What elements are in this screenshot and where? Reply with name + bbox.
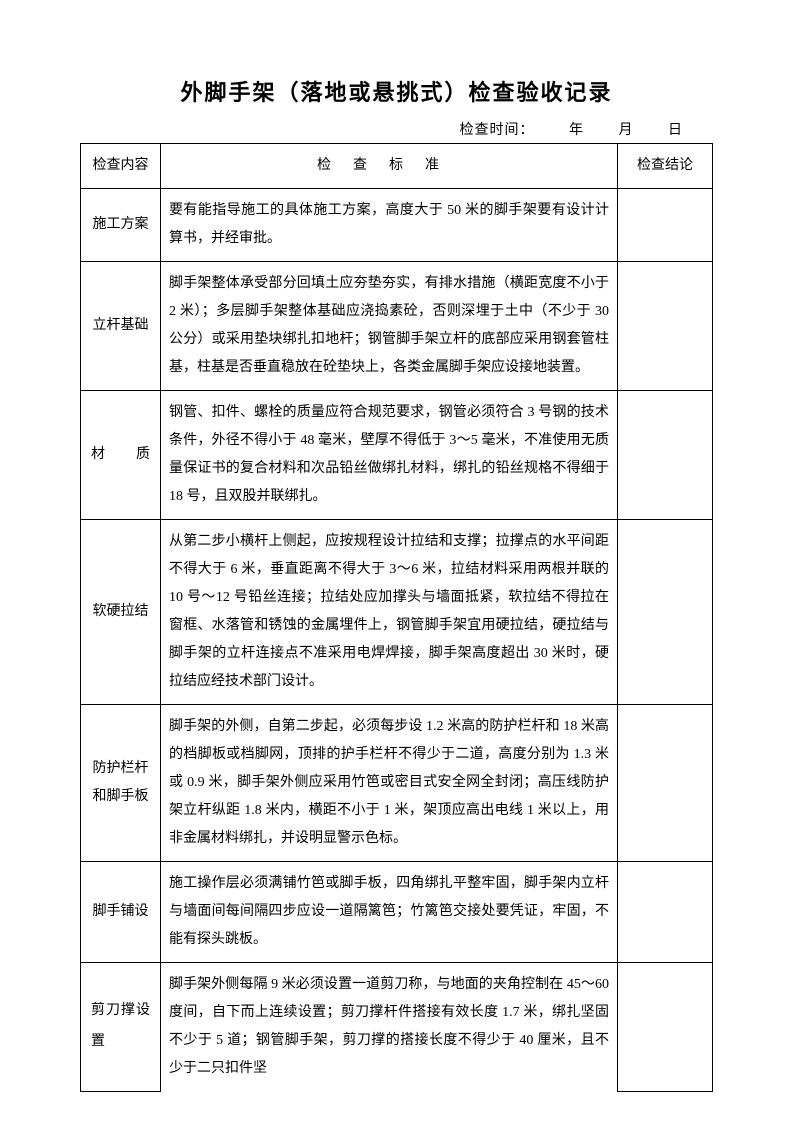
header-item: 检查内容 <box>81 144 161 189</box>
table-row: 施工方案 要有能指导施工的具体施工方案，高度大于 50 米的脚手架要有设计计算书… <box>81 189 713 262</box>
row-item: 材质 <box>81 391 161 520</box>
table-row: 材质 钢管、扣件、螺栓的质量应符合规范要求，钢管必须符合 3 号钢的技术条件，外… <box>81 391 713 520</box>
date-day: 日 <box>668 123 683 138</box>
table-row: 脚手铺设 施工操作层必须满铺竹笆或脚手板，四角绑扎平整牢固，脚手架内立杆与墙面间… <box>81 862 713 963</box>
row-conclusion[interactable] <box>618 705 713 862</box>
inspection-table: 检查内容 检查标准 检查结论 施工方案 要有能指导施工的具体施工方案，高度大于 … <box>80 143 713 1092</box>
row-conclusion[interactable] <box>618 391 713 520</box>
row-standard: 施工操作层必须满铺竹笆或脚手板，四角绑扎平整牢固，脚手架内立杆与墙面间每间隔四步… <box>161 862 618 963</box>
row-conclusion[interactable] <box>618 963 713 1092</box>
row-standard: 钢管、扣件、螺栓的质量应符合规范要求，钢管必须符合 3 号钢的技术条件，外径不得… <box>161 391 618 520</box>
header-standard: 检查标准 <box>161 144 618 189</box>
row-item: 防护栏杆和脚手板 <box>81 705 161 862</box>
row-conclusion[interactable] <box>618 262 713 391</box>
row-conclusion[interactable] <box>618 189 713 262</box>
table-row: 软硬拉结 从第二步小横杆上侧起，应按规程设计拉结和支撑；拉撑点的水平间距不得大于… <box>81 520 713 705</box>
date-label: 检查时间： <box>460 123 535 138</box>
row-standard: 脚手架整体承受部分回填土应夯垫夯实，有排水措施（横距宽度不小于 2 米）；多层脚… <box>161 262 618 391</box>
row-item: 软硬拉结 <box>81 520 161 705</box>
row-item: 施工方案 <box>81 189 161 262</box>
date-year: 年 <box>569 123 584 138</box>
row-conclusion[interactable] <box>618 520 713 705</box>
table-row: 剪刀撑设置 脚手架外侧每隔 9 米必须设置一道剪刀称，与地面的夹角控制在 45～… <box>81 963 713 1092</box>
row-item: 立杆基础 <box>81 262 161 391</box>
row-standard: 从第二步小横杆上侧起，应按规程设计拉结和支撑；拉撑点的水平间距不得大于 6 米，… <box>161 520 618 705</box>
row-item: 剪刀撑设置 <box>81 963 161 1092</box>
table-row: 防护栏杆和脚手板 脚手架的外侧，自第二步起，必须每步设 1.2 米高的防护栏杆和… <box>81 705 713 862</box>
date-month: 月 <box>619 123 634 138</box>
row-standard: 脚手架的外侧，自第二步起，必须每步设 1.2 米高的防护栏杆和 18 米高的档脚… <box>161 705 618 862</box>
page-title: 外脚手架（落地或悬挑式）检查验收记录 <box>80 75 713 107</box>
row-standard: 脚手架外侧每隔 9 米必须设置一道剪刀称，与地面的夹角控制在 45～60 度间，… <box>161 963 618 1092</box>
table-header-row: 检查内容 检查标准 检查结论 <box>81 144 713 189</box>
table-row: 立杆基础 脚手架整体承受部分回填土应夯垫夯实，有排水措施（横距宽度不小于 2 米… <box>81 262 713 391</box>
header-conclusion: 检查结论 <box>618 144 713 189</box>
row-standard: 要有能指导施工的具体施工方案，高度大于 50 米的脚手架要有设计计算书，并经审批… <box>161 189 618 262</box>
inspection-date-line: 检查时间： 年 月 日 <box>80 119 713 139</box>
row-item: 脚手铺设 <box>81 862 161 963</box>
row-conclusion[interactable] <box>618 862 713 963</box>
